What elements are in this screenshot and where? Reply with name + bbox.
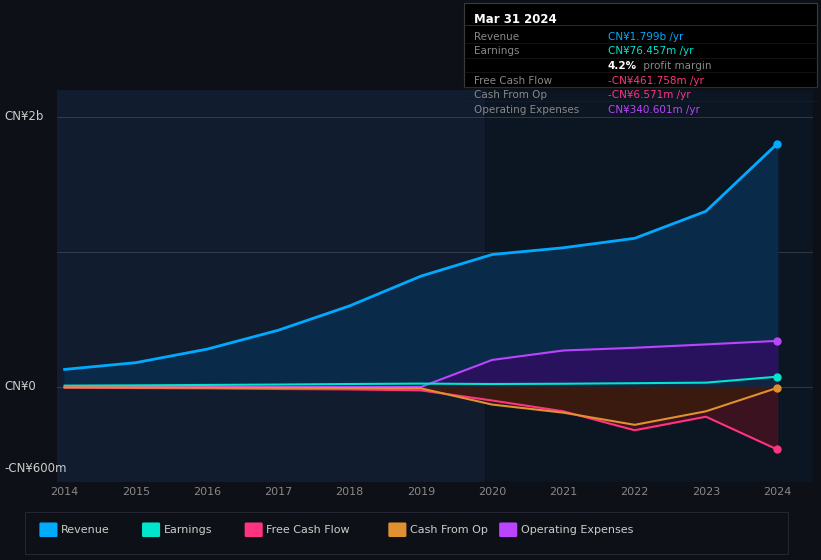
Text: CN¥0: CN¥0: [4, 380, 36, 394]
Text: -CN¥461.758m /yr: -CN¥461.758m /yr: [608, 76, 704, 86]
Text: Cash From Op: Cash From Op: [410, 525, 488, 535]
Bar: [485, 90, 813, 482]
Text: CN¥76.457m /yr: CN¥76.457m /yr: [608, 46, 693, 57]
Text: 4.2%: 4.2%: [608, 61, 636, 71]
Text: CN¥2b: CN¥2b: [4, 110, 44, 123]
Text: Operating Expenses: Operating Expenses: [521, 525, 633, 535]
Text: CN¥340.601m /yr: CN¥340.601m /yr: [608, 105, 699, 115]
Text: Revenue: Revenue: [474, 32, 519, 42]
Text: Free Cash Flow: Free Cash Flow: [474, 76, 552, 86]
Text: Earnings: Earnings: [163, 525, 212, 535]
Text: CN¥1.799b /yr: CN¥1.799b /yr: [608, 32, 683, 42]
Text: -CN¥6.571m /yr: -CN¥6.571m /yr: [608, 90, 690, 100]
Text: Free Cash Flow: Free Cash Flow: [266, 525, 350, 535]
Text: Mar 31 2024: Mar 31 2024: [474, 13, 557, 26]
Text: Revenue: Revenue: [61, 525, 109, 535]
Text: Operating Expenses: Operating Expenses: [474, 105, 579, 115]
Text: -CN¥600m: -CN¥600m: [4, 461, 67, 474]
Text: Cash From Op: Cash From Op: [474, 90, 547, 100]
Text: profit margin: profit margin: [640, 61, 712, 71]
Text: Earnings: Earnings: [474, 46, 519, 57]
